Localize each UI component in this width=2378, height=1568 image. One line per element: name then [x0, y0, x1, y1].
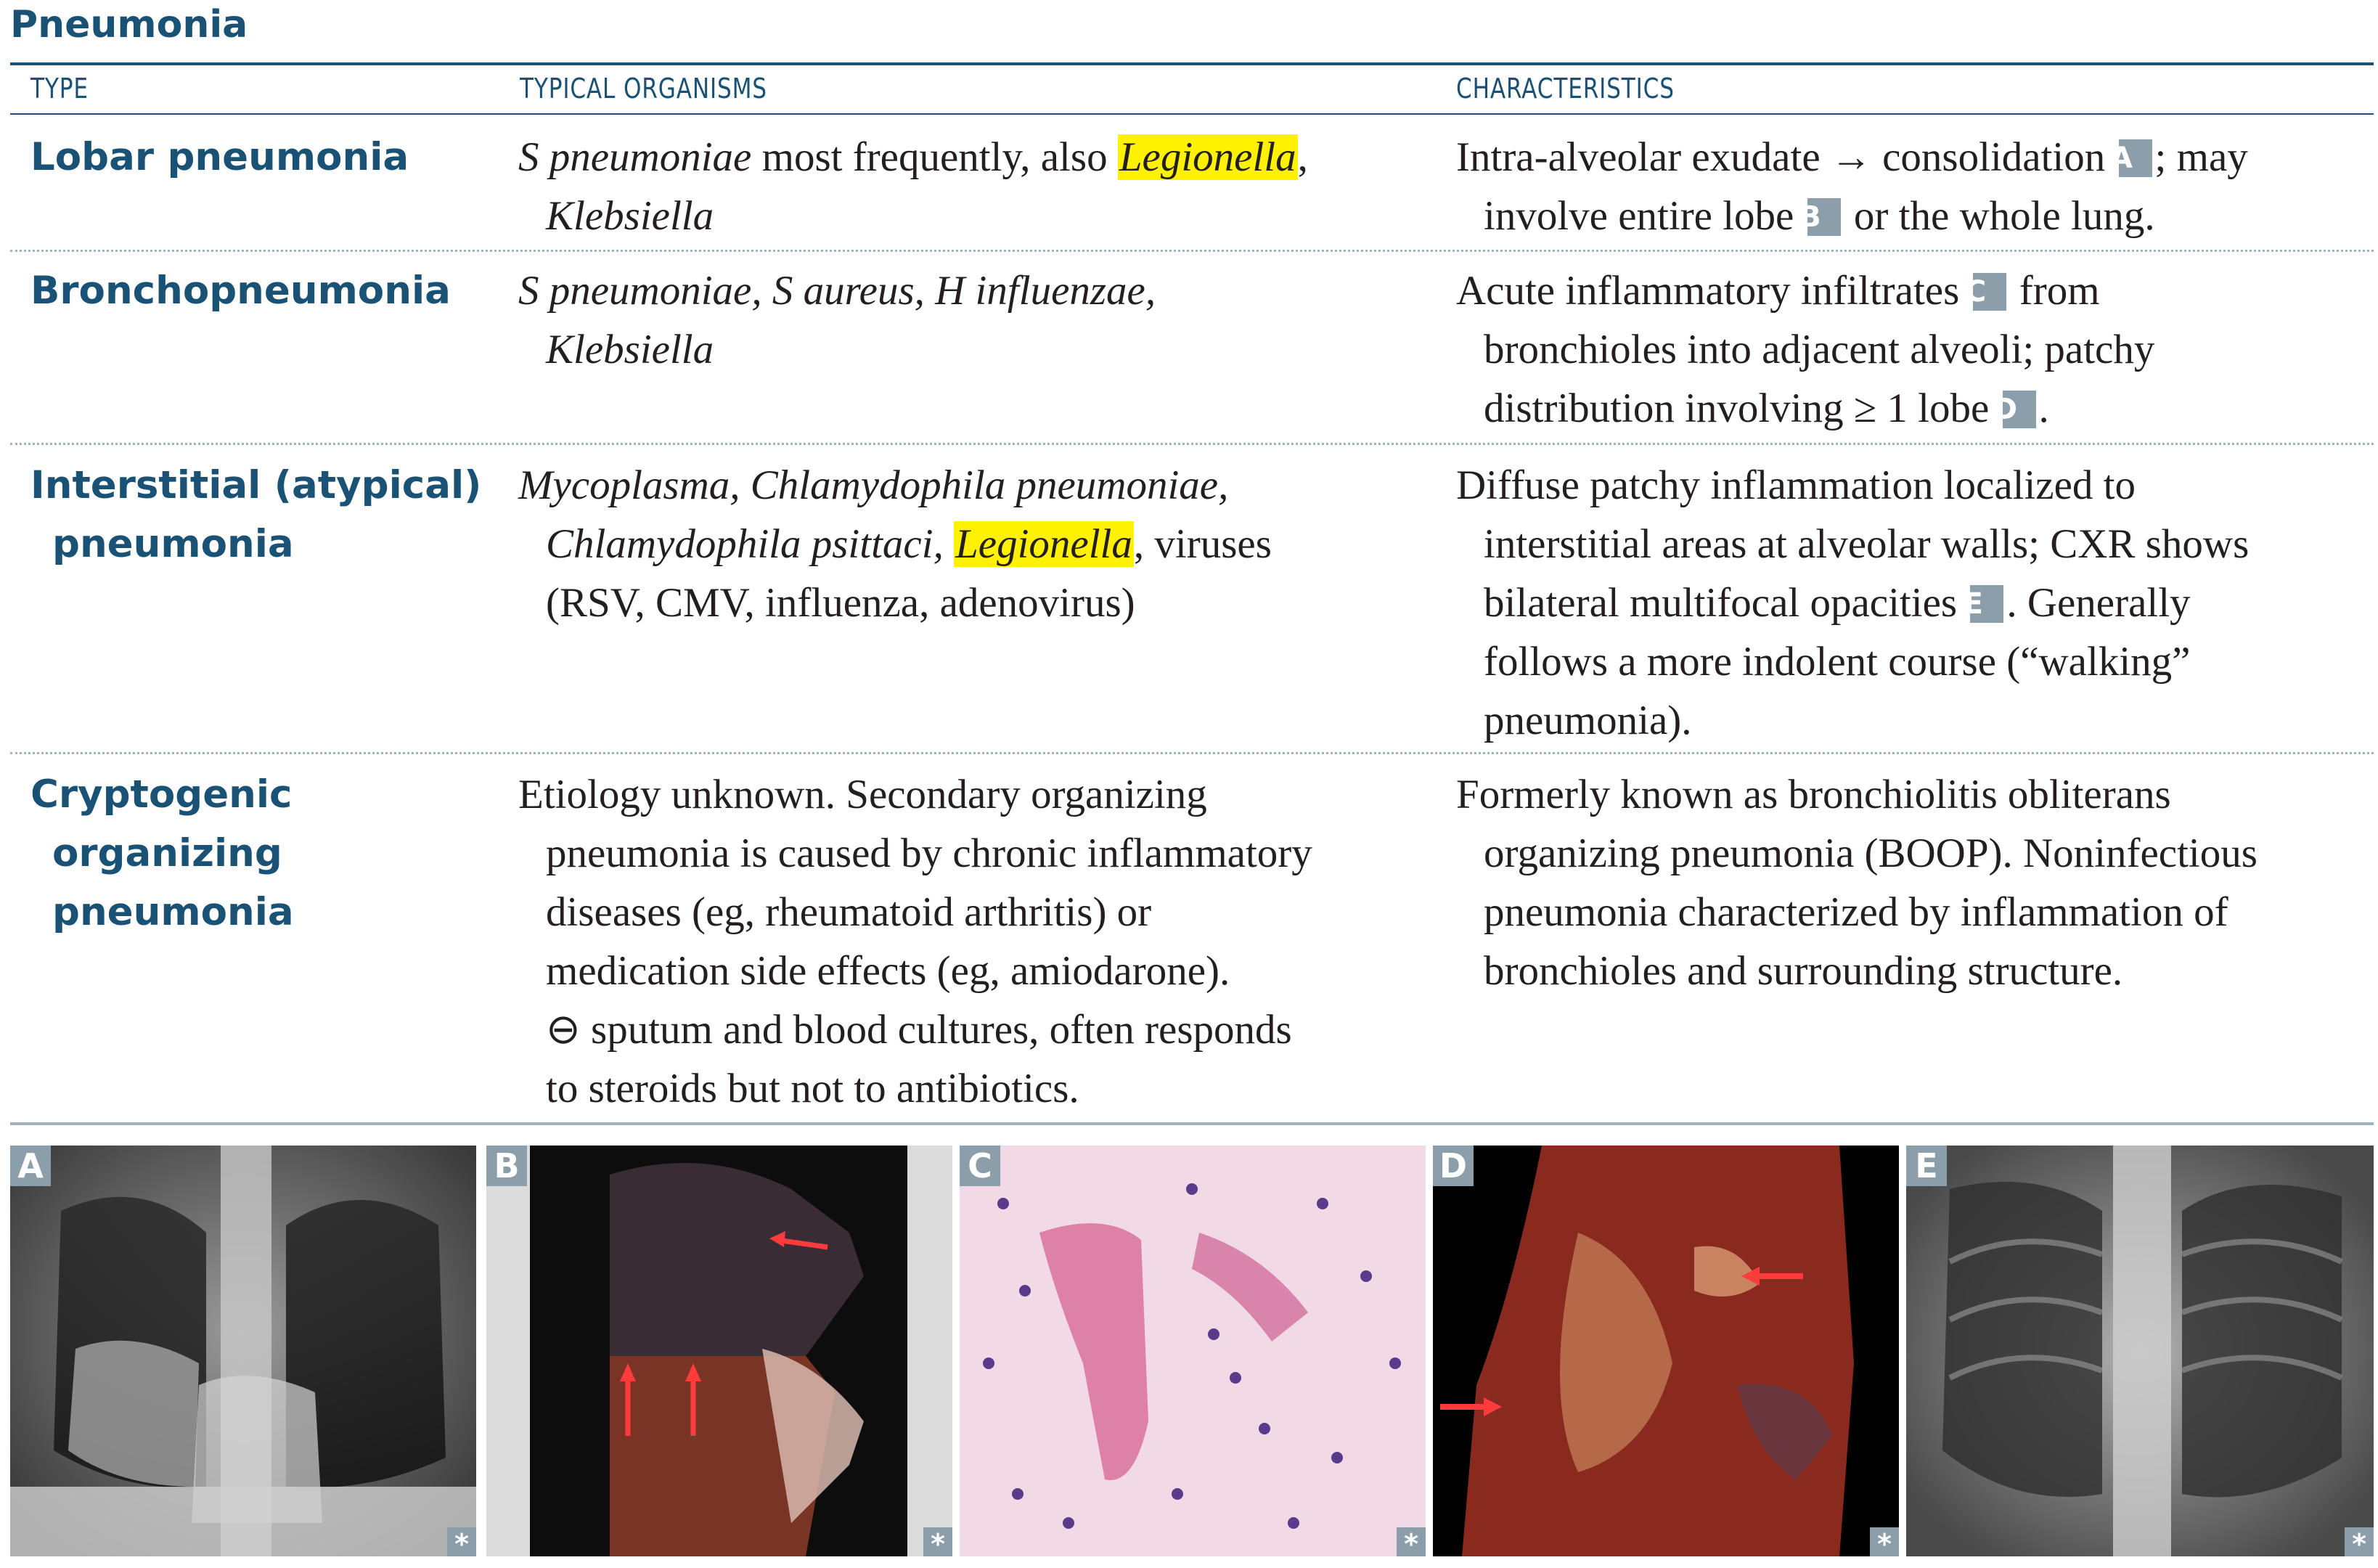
organism-italic: Klebsiella [546, 193, 714, 239]
image-label-a: A [10, 1146, 51, 1186]
organism-italic: S pneumoniae [518, 134, 752, 180]
row-characteristics: Diffuse patchy inflammation localized to… [1456, 456, 2378, 750]
type-line: Lobar pneumonia [30, 135, 409, 179]
page-title: Pneumonia [10, 3, 248, 46]
asterisk-icon: * [1397, 1527, 1426, 1556]
char-text: Acute inflammatory infiltrates [1456, 268, 1970, 314]
chest-xray-image-a [10, 1146, 476, 1556]
header-characteristics: CHARACTERISTICS [1456, 73, 1675, 105]
header-rule [10, 113, 2374, 115]
asterisk-icon: * [2345, 1527, 2374, 1556]
image-label-e: E [1906, 1146, 1947, 1186]
row-characteristics: Acute inflammatory infiltrates C from br… [1456, 261, 2378, 438]
figure-label-b[interactable]: B [1799, 198, 1841, 236]
char-text: organizing pneumonia (BOOP). Noninfectio… [1484, 830, 2258, 876]
image-strip-rule [10, 1122, 2374, 1125]
image-panel-c[interactable]: C * [960, 1146, 1426, 1556]
char-text: Diffuse patchy inflammation localized to [1456, 462, 2136, 508]
type-line: organizing [52, 831, 282, 875]
row-characteristics: Formerly known as bronchiolitis oblitera… [1456, 765, 2378, 1000]
char-text: bronchioles into adjacent alveoli; patch… [1484, 327, 2155, 372]
organism-italic: Mycoplasma, Chlamydophila pneumoniae, [518, 462, 1229, 508]
char-text: bronchioles and surrounding structure. [1484, 948, 2123, 994]
table-header: TYPE TYPICAL ORGANISMS CHARACTERISTICS [0, 73, 2378, 112]
image-label-b: B [486, 1146, 527, 1186]
char-text: pneumonia characterized by inflammation … [1484, 889, 2228, 935]
figure-label-e[interactable]: E [1964, 585, 2004, 623]
char-text: . [2038, 385, 2049, 431]
gross-lung-image-d [1433, 1146, 1899, 1556]
header-organisms: TYPICAL ORGANISMS [520, 73, 767, 105]
char-text: interstitial areas at alveolar walls; CX… [1484, 521, 2250, 567]
asterisk-icon: * [923, 1527, 952, 1556]
row-organisms: S pneumoniae most frequently, also Legio… [518, 128, 1431, 245]
char-text: . Generally [2006, 580, 2191, 626]
organism-text: (RSV, CMV, influenza, adenovirus) [546, 580, 1135, 626]
figure-label-a[interactable]: A [2110, 139, 2152, 177]
organism-text: ⊖ sputum and blood cultures, often respo… [546, 1007, 1292, 1053]
row-organisms: S pneumoniae, S aureus, H influenzae, Kl… [518, 261, 1431, 379]
image-label-c: C [960, 1146, 1000, 1186]
histology-image-c [960, 1146, 1426, 1556]
organism-text: diseases (eg, rheumatoid arthritis) or [546, 889, 1152, 935]
organism-italic: Chlamydophila psittaci, [546, 521, 955, 567]
gross-lung-image-b [486, 1146, 952, 1556]
char-text: pneumonia). [1484, 698, 1692, 743]
figure-label-d[interactable]: D [1993, 391, 2036, 428]
type-line: Cryptogenic [30, 772, 293, 817]
char-text: or the whole lung. [1843, 193, 2155, 239]
organism-text: pneumonia is caused by chronic inflammat… [546, 830, 1312, 876]
char-text: involve entire lobe [1484, 193, 1805, 239]
char-text: bilateral multifocal opacities [1484, 580, 1968, 626]
organism-text: , [1297, 134, 1308, 180]
highlighted-organism: Legionella [1117, 134, 1298, 180]
char-text: follows a more indolent course (“walking… [1484, 639, 2191, 685]
header-type: TYPE [30, 73, 89, 105]
organism-text: most frequently, also [751, 134, 1118, 180]
row-organisms: Etiology unknown. Secondary organizing p… [518, 765, 1431, 1118]
row-divider [10, 250, 2374, 252]
row-characteristics: Intra-alveolar exudate → consolidation A… [1456, 128, 2378, 245]
image-panel-b[interactable]: B * [486, 1146, 952, 1556]
figure-label-c[interactable]: C [1965, 273, 2006, 311]
organism-text: Etiology unknown. Secondary organizing [518, 772, 1207, 817]
row-divider [10, 443, 2374, 445]
asterisk-icon: * [1870, 1527, 1899, 1556]
type-line: Interstitial (atypical) [30, 463, 482, 507]
row-organisms: Mycoplasma, Chlamydophila pneumoniae, Ch… [518, 456, 1431, 632]
char-text: consolidation [1871, 134, 2116, 180]
highlighted-organism: Legionella [954, 521, 1134, 567]
row-type: Lobar pneumonia [30, 128, 495, 187]
char-text: ; may [2154, 134, 2248, 180]
title-rule [10, 62, 2374, 65]
type-line: pneumonia [52, 890, 294, 934]
row-type: Cryptogenic organizing pneumonia [30, 765, 495, 942]
type-line: pneumonia [52, 522, 294, 566]
image-panel-d[interactable]: D * [1433, 1146, 1899, 1556]
asterisk-icon: * [447, 1527, 476, 1556]
organism-italic: S pneumoniae, S aureus, H influenzae, [518, 268, 1156, 314]
char-text: distribution involving ≥ 1 lobe [1484, 385, 2000, 431]
row-type: Interstitial (atypical) pneumonia [30, 456, 495, 573]
chest-xray-image-e [1906, 1146, 2374, 1556]
organism-text: medication side effects (eg, amiodarone)… [546, 948, 1230, 994]
char-text: from [2009, 268, 2100, 314]
type-line: Bronchopneumonia [30, 269, 451, 313]
organism-text: to steroids but not to antibiotics. [546, 1066, 1079, 1111]
image-panel-e[interactable]: E * [1906, 1146, 2374, 1556]
char-text: Intra-alveolar exudate [1456, 134, 1831, 180]
organism-text: , viruses [1133, 521, 1272, 567]
row-type: Bronchopneumonia [30, 261, 495, 320]
image-panel-a[interactable]: A * [10, 1146, 476, 1556]
organism-italic: Klebsiella [546, 327, 714, 372]
arrow-icon: → [1830, 134, 1872, 180]
row-divider [10, 752, 2374, 754]
image-label-d: D [1433, 1146, 1474, 1186]
char-text: Formerly known as bronchiolitis oblitera… [1456, 772, 2171, 817]
